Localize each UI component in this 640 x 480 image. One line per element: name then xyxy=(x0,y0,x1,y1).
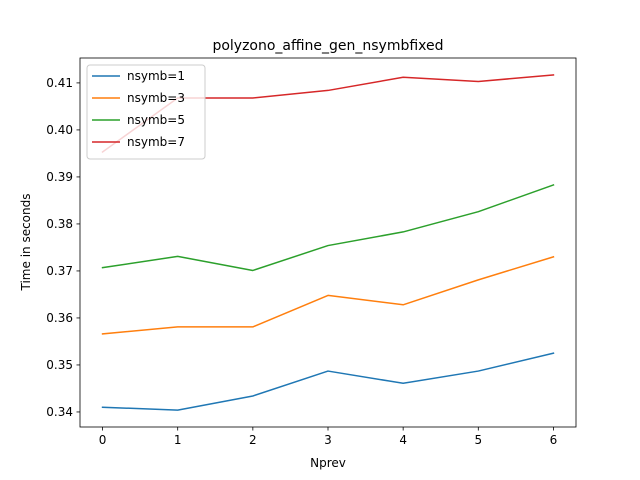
x-tick-label: 5 xyxy=(474,433,482,447)
y-tick-label: 0.38 xyxy=(46,217,73,231)
x-tick-label: 6 xyxy=(550,433,558,447)
x-tick-label: 1 xyxy=(174,433,182,447)
x-tick-label: 0 xyxy=(99,433,107,447)
y-tick-label: 0.35 xyxy=(46,358,73,372)
y-axis-label: Time in seconds xyxy=(19,194,33,292)
legend-label-2: nsymb=3 xyxy=(127,91,185,105)
y-tick-label: 0.37 xyxy=(46,264,73,278)
x-tick-label: 2 xyxy=(249,433,257,447)
x-axis-label: Nprev xyxy=(310,456,346,470)
y-tick-label: 0.34 xyxy=(46,405,73,419)
legend-label-4: nsymb=7 xyxy=(127,135,185,149)
legend-box xyxy=(86,64,206,160)
series-line-3 xyxy=(101,183,555,272)
x-tick-label: 4 xyxy=(399,433,407,447)
legend-label-3: nsymb=5 xyxy=(127,113,185,127)
series-line-2 xyxy=(101,255,555,335)
y-tick-label: 0.40 xyxy=(46,123,73,137)
chart-title: polyzono_affine_gen_nsymbfixed xyxy=(212,38,443,54)
legend-label-1: nsymb=1 xyxy=(127,69,185,83)
x-tick-label: 3 xyxy=(324,433,332,447)
series-line-1 xyxy=(101,352,555,411)
y-tick-label: 0.41 xyxy=(46,76,73,90)
y-tick-label: 0.39 xyxy=(46,170,73,184)
axes: 0 1 2 3 4 5 6 0.34 0.35 0.36 0.37 0.38 0.39 0.40 0.41 xyxy=(46,57,577,447)
y-tick-label: 0.36 xyxy=(46,311,73,325)
legend: nsymb=1 nsymb=3 nsymb=5 nsymb=7 xyxy=(86,64,206,160)
